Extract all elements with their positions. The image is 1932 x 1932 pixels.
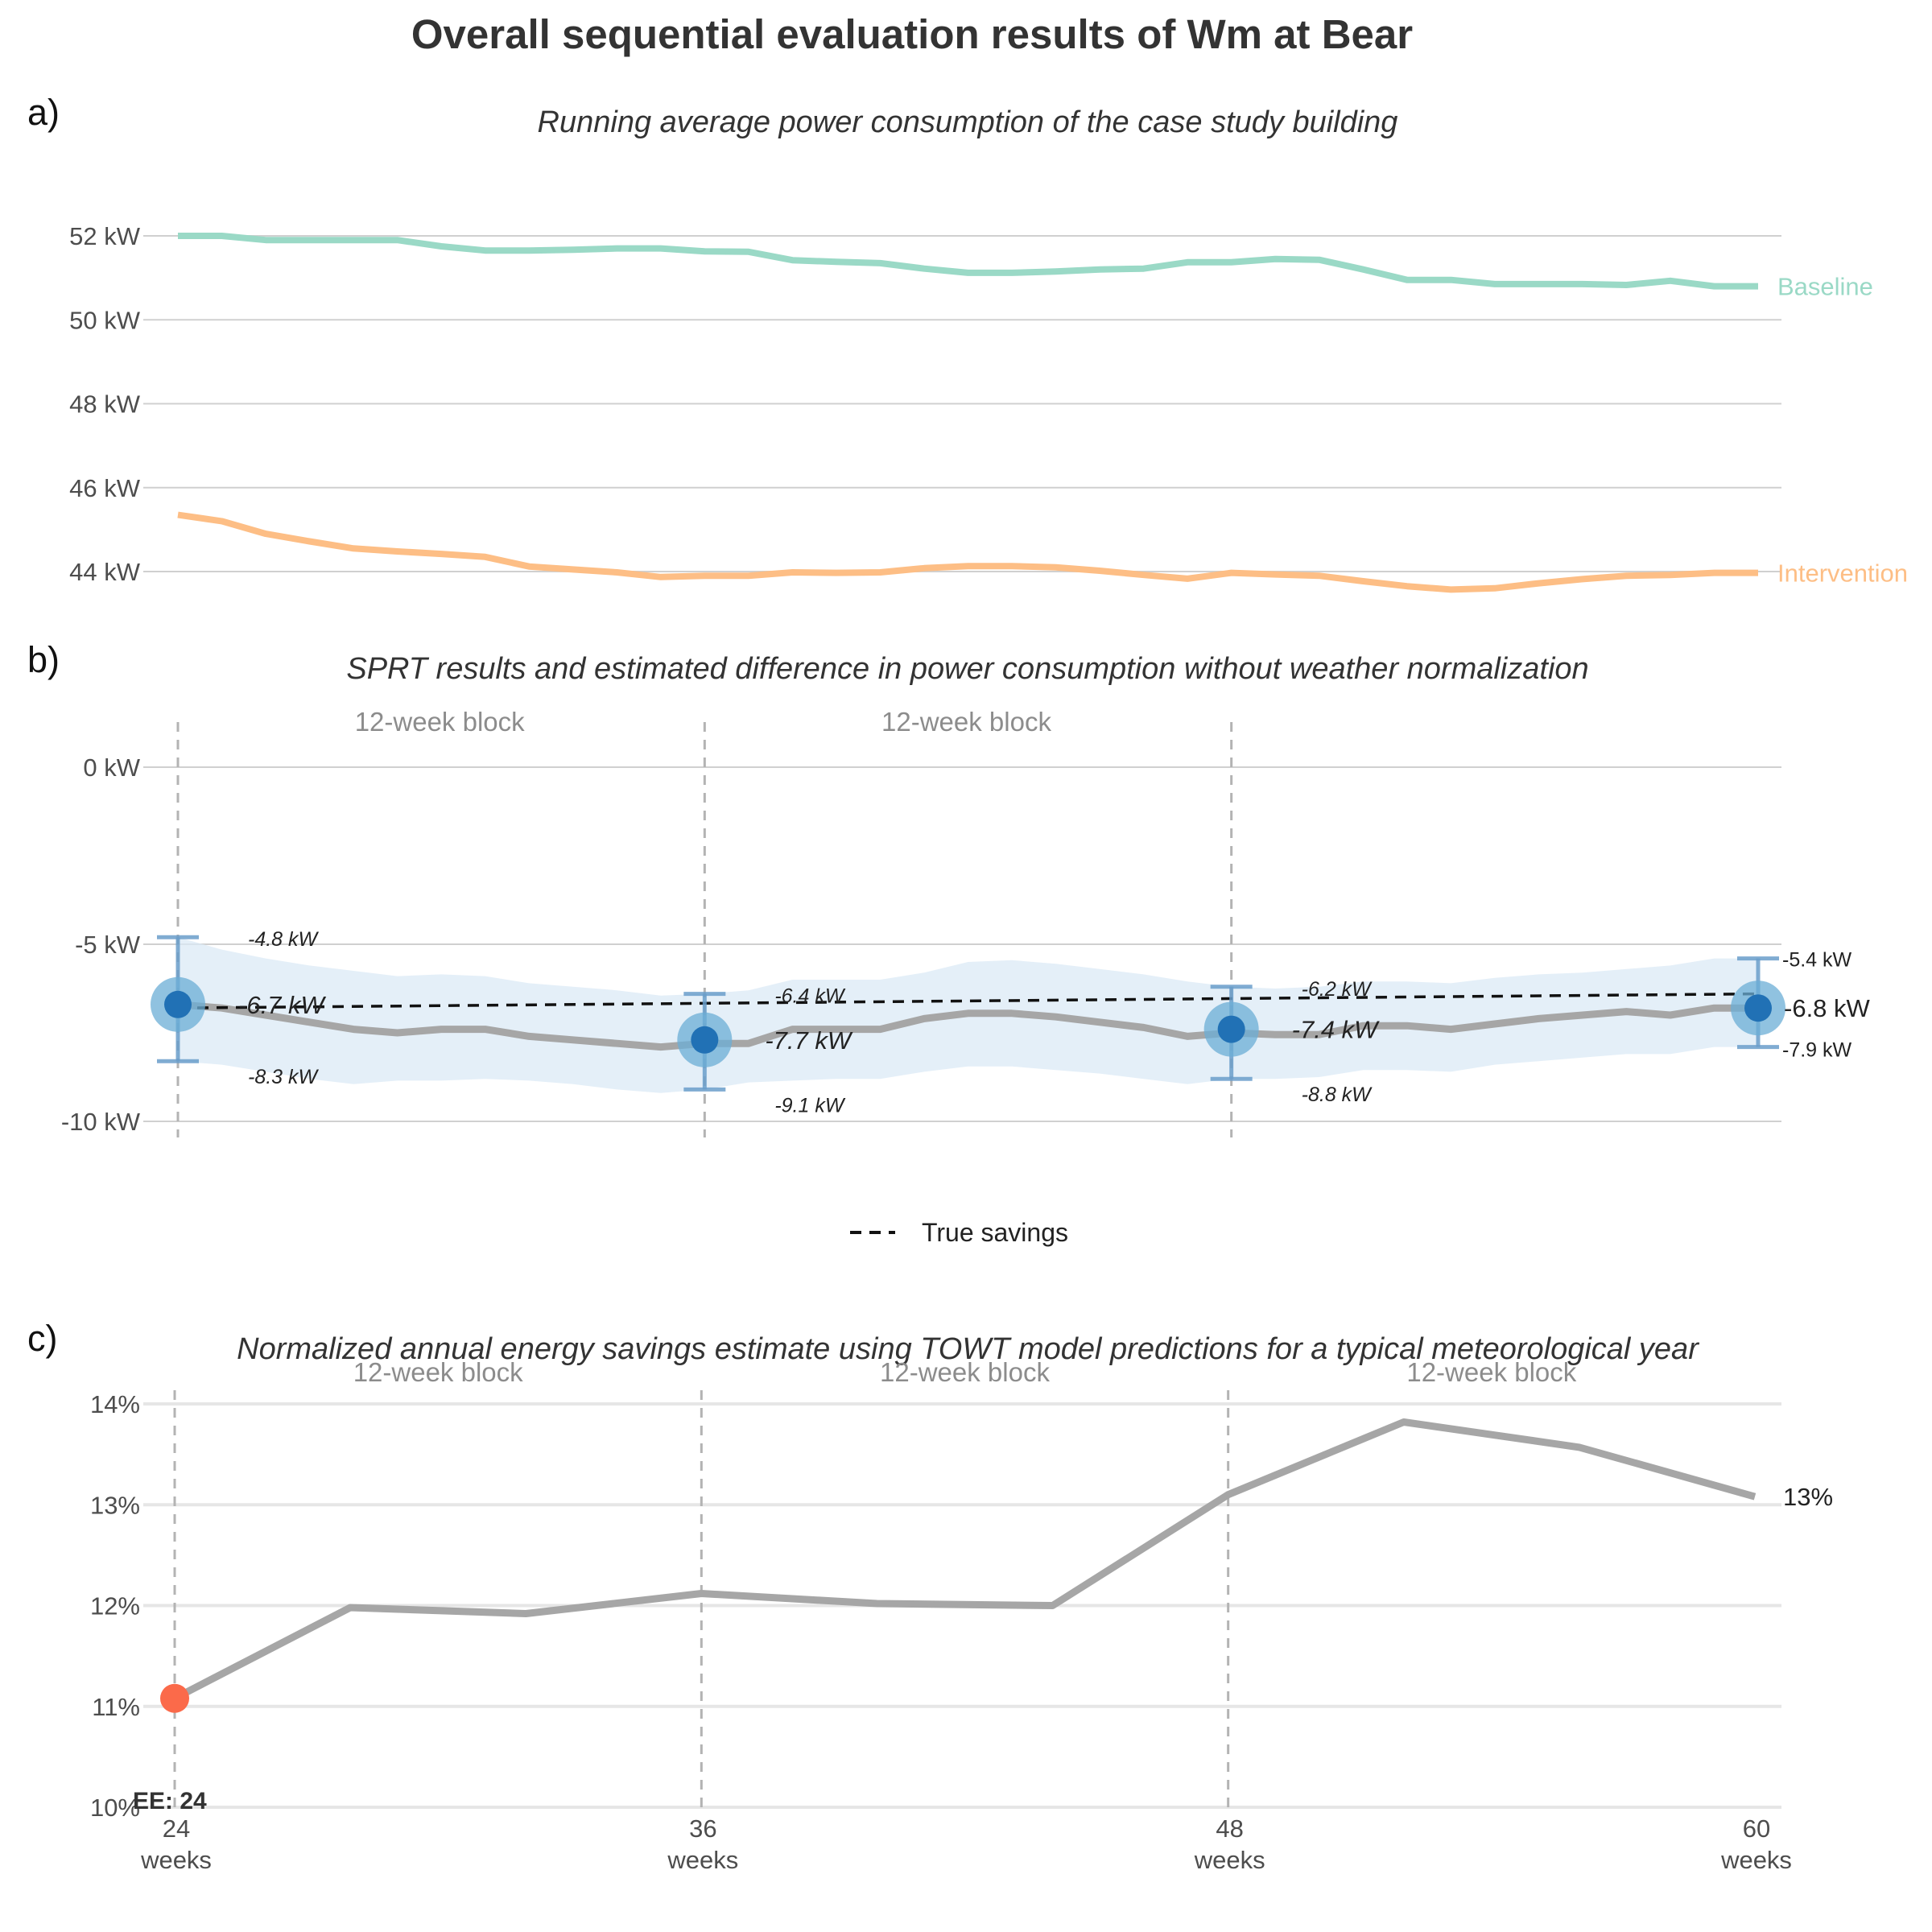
ci-lower-label: -8.3 kW	[248, 1066, 320, 1088]
block-label: 12-week block	[353, 1357, 523, 1387]
early-evaluation-point	[160, 1683, 189, 1713]
ci-upper-label: -4.8 kW	[248, 928, 320, 951]
estimate-point	[164, 990, 192, 1018]
estimate-line	[177, 1001, 1758, 1051]
panel-a-y-tick-label: 50 kW	[69, 306, 141, 334]
panel-c-y-tick-label: 13%	[90, 1491, 140, 1519]
panel-a-y-tick-label: 46 kW	[69, 474, 141, 502]
checkpoint: -4.8 kW -6.7 kW -8.3 kW	[151, 928, 327, 1088]
panel-c-y-tick-label: 12%	[90, 1592, 140, 1620]
panel-a-letter: a)	[27, 92, 60, 133]
x-tick-label-unit: weeks	[1194, 1846, 1265, 1874]
estimate-label: -6.8 kW	[1784, 994, 1871, 1022]
true-savings-line	[177, 992, 1759, 1009]
x-tick-label-unit: weeks	[667, 1846, 738, 1874]
ci-upper-label: -6.2 kW	[1302, 978, 1373, 1001]
panel-b-y-tick-label: -5 kW	[75, 931, 141, 959]
x-tick-label-value: 24	[163, 1814, 190, 1843]
panel-c-subtitle: Normalized annual energy savings estimat…	[237, 1332, 1699, 1366]
checkpoint: -6.2 kW -7.4 kW -8.8 kW	[1203, 978, 1381, 1106]
savings-end-label: 13%	[1783, 1483, 1833, 1511]
panel-a: a) Running average power consumption of …	[27, 92, 1908, 593]
panel-a-subtitle: Running average power consumption of the…	[538, 105, 1398, 139]
series-label-baseline: Baseline	[1777, 273, 1873, 301]
block-label: 12-week block	[355, 707, 525, 737]
x-axis: 24 weeks 36 weeks 48 weeks 60 weeks	[140, 1814, 1792, 1874]
estimate-label: -6.7 kW	[238, 991, 327, 1019]
x-tick-label-value: 48	[1216, 1814, 1243, 1843]
ci-upper-label: -5.4 kW	[1782, 949, 1852, 972]
checkpoint: -5.4 kW -6.8 kW -7.9 kW	[1731, 949, 1871, 1062]
estimate-label: -7.4 kW	[1292, 1016, 1381, 1044]
panel-a-y-tick-label: 44 kW	[69, 558, 141, 586]
x-tick-label-value: 60	[1743, 1814, 1770, 1843]
figure-title: Overall sequential evaluation results of…	[411, 11, 1413, 57]
panel-a-y-tick-label: 48 kW	[69, 390, 141, 419]
panel-b-y-tick-label: 0 kW	[83, 753, 140, 782]
panel-c-letter: c)	[27, 1318, 58, 1359]
x-tick-label-unit: weeks	[140, 1846, 212, 1874]
ci-lower-label: -9.1 kW	[774, 1094, 846, 1117]
x-tick-label-value: 36	[689, 1814, 716, 1843]
series-line-intervention	[177, 511, 1758, 593]
legend: True savings	[850, 1218, 1068, 1247]
checkpoint: -6.4 kW -7.7 kW -9.1 kW	[677, 985, 853, 1117]
panel-b-subtitle: SPRT results and estimated difference in…	[346, 652, 1588, 686]
panel-b-y-tick-label: -10 kW	[61, 1108, 141, 1136]
panel-c-y-tick-label: 14%	[90, 1390, 140, 1418]
legend-true-savings-label: True savings	[922, 1218, 1068, 1247]
panel-a-y-tick-label: 52 kW	[69, 222, 141, 250]
series-label-intervention: Intervention	[1777, 559, 1908, 588]
estimate-point	[1744, 994, 1772, 1022]
x-tick-label-unit: weeks	[1720, 1846, 1792, 1874]
ci-lower-label: -8.8 kW	[1302, 1084, 1373, 1106]
ci-lower-label: -7.9 kW	[1782, 1039, 1852, 1062]
estimate-point	[1217, 1015, 1245, 1043]
estimate-label: -7.7 kW	[765, 1026, 853, 1055]
panel-c-y-tick-label: 10%	[90, 1794, 140, 1822]
block-label: 12-week block	[1406, 1357, 1576, 1387]
block-label: 12-week block	[880, 1357, 1050, 1387]
estimate-point	[691, 1026, 719, 1054]
series-line-baseline	[178, 233, 1758, 290]
savings-line	[172, 1418, 1757, 1702]
panel-b-letter: b)	[27, 639, 60, 680]
panel-b: b) SPRT results and estimated difference…	[27, 639, 1871, 1247]
panel-c: c) Normalized annual energy savings esti…	[27, 1318, 1833, 1822]
early-evaluation-label: EE: 24	[133, 1788, 207, 1814]
panel-c-y-tick-label: 11%	[92, 1693, 140, 1721]
ci-upper-label: -6.4 kW	[774, 985, 846, 1008]
block-label: 12-week block	[881, 707, 1051, 737]
